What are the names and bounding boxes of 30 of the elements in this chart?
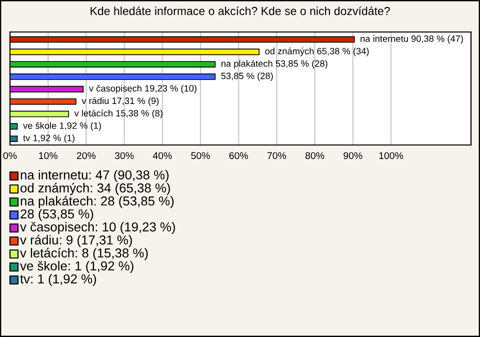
- text: v letácích: 8 (15,38 %): [20, 248, 148, 260]
- text: na internetu: 47 (90,38 %): [20, 170, 169, 182]
- x-tick-label: 0%: [3, 152, 17, 160]
- category-label: v rádiu 17,31 % (9): [82, 97, 159, 106]
- category-label: tv 1,92 % (1): [23, 134, 74, 144]
- category-label: od známých 65,38 % (34): [265, 48, 369, 56]
- data-label: 53,85 % (28): [221, 72, 273, 81]
- text: na plakátech: 28 (53,85 %): [20, 196, 174, 208]
- category-label: na plakátech 53,85 % (28): [221, 60, 328, 69]
- x-tick-label: 40%: [152, 152, 172, 160]
- chart-title: Kde hledáte informace o akcích? Kde se o nich dozvídáte?: [90, 6, 390, 16]
- text: od známých: 34 (65,38 %): [20, 182, 170, 196]
- x-tick-label: 30%: [114, 152, 134, 160]
- category-label: ve škole 1,92 % (1): [23, 122, 101, 131]
- category-label: v letácích 15,38 % (8): [74, 110, 162, 118]
- category-label: na internetu 90,38 % (47): [360, 35, 463, 44]
- text: v časopisech: 10 (19,23 %): [20, 222, 175, 234]
- x-tick-label: 70%: [267, 152, 286, 160]
- x-tick-label: 100%: [379, 152, 404, 160]
- x-tick-label: 20%: [76, 152, 96, 160]
- x-tick-label: 10%: [39, 152, 58, 160]
- x-tick-label: 80%: [305, 152, 324, 160]
- text: v rádiu: 9 (17,31 %): [20, 234, 132, 248]
- x-tick-label: 50%: [191, 152, 210, 160]
- text: ve škole: 1 (1,92 %): [20, 260, 134, 274]
- x-tick-label: 90%: [344, 152, 362, 160]
- text: tv: 1 (1,92 %): [20, 274, 96, 286]
- category-label: v časopisech 19,23 % (10): [89, 84, 196, 94]
- text: 28 (53,85 %): [20, 208, 94, 222]
- x-tick-label: 60%: [229, 152, 248, 160]
